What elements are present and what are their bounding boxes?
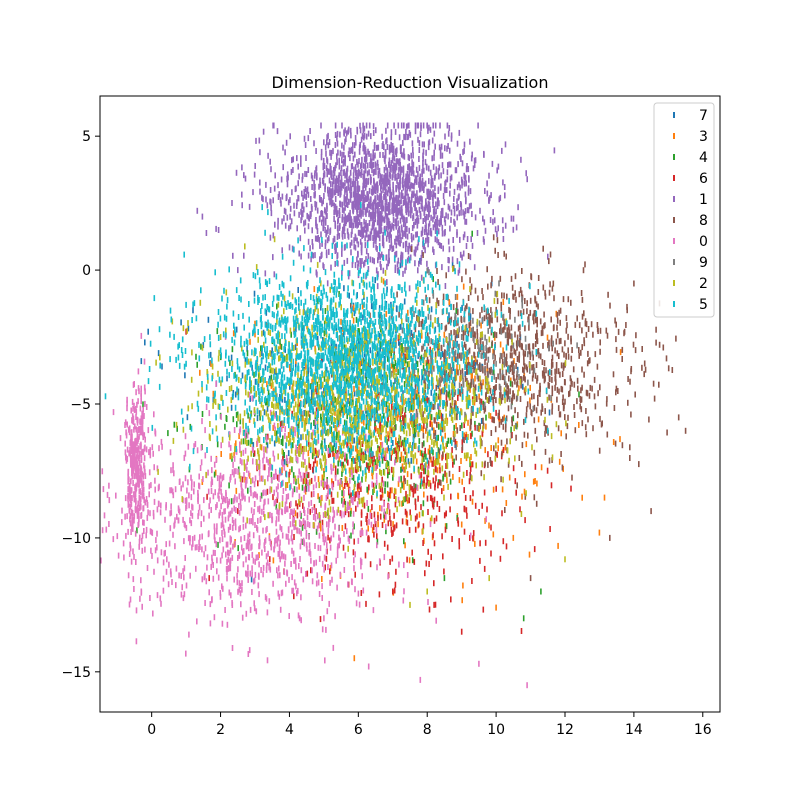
chart-title: Dimension-Reduction Visualization <box>272 73 549 92</box>
